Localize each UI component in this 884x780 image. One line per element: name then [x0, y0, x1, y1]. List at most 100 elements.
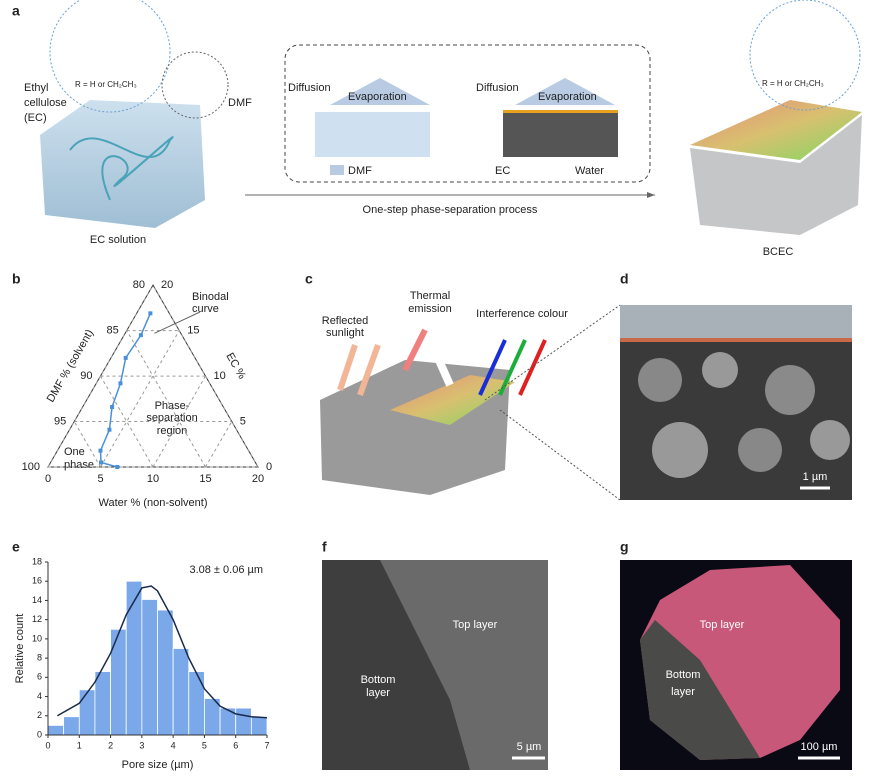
y-tick-label: 4 [37, 691, 42, 701]
label: EC solution [90, 234, 146, 246]
panel-c-art [320, 304, 621, 501]
bar [110, 628, 127, 736]
y-tick-label: 2 [37, 710, 42, 720]
label: Ethyl [24, 82, 48, 94]
label: Evaporation [348, 91, 407, 103]
label: BCEC [763, 246, 794, 258]
y-tick-label: 10 [32, 633, 42, 643]
panel-f-image [322, 560, 548, 770]
y-tick-label: 8 [37, 652, 42, 662]
panel-label: c [305, 271, 313, 287]
panel-label: g [620, 539, 629, 555]
tick-label: 0 [45, 473, 51, 485]
data-point [99, 460, 104, 465]
bar [235, 707, 252, 736]
axis-title: Pore size (µm) [122, 759, 194, 771]
label: Evaporation [538, 91, 597, 103]
data-point [107, 427, 112, 432]
tick-label: 85 [107, 325, 119, 337]
tick-label: 5 [240, 415, 246, 427]
x-tick-label: 3 [139, 740, 144, 750]
scale-label: 1 µm [803, 471, 828, 483]
label: DMF [228, 97, 252, 109]
y-tick-label: 16 [32, 576, 42, 586]
data-point [110, 404, 115, 409]
tick-label: 15 [199, 473, 211, 485]
bar [78, 689, 96, 736]
label: Interference colour [476, 308, 568, 320]
grid-line [100, 330, 180, 468]
scale-label: 5 µm [517, 741, 542, 753]
panel-a-art [40, 0, 862, 235]
label: Reflected [322, 315, 368, 327]
panel-label: d [620, 271, 629, 287]
annotation: curve [192, 303, 219, 315]
label: Bottom [666, 669, 701, 681]
y-tick-label: 14 [32, 595, 42, 605]
axis-title: DMF % (solvent) [45, 328, 96, 405]
label: layer [366, 687, 390, 699]
bar [172, 648, 190, 736]
bar [188, 671, 205, 736]
grid-line [73, 421, 101, 468]
tick-label: 20 [252, 473, 264, 485]
label: Top layer [453, 619, 498, 631]
x-tick-label: 1 [77, 740, 82, 750]
x-tick-label: 0 [45, 740, 50, 750]
label: R = H or CH₂CH₃ [75, 80, 137, 89]
label: (EC) [24, 112, 47, 124]
label: layer [671, 686, 695, 698]
panel-label: f [322, 539, 327, 555]
tick-label: 5 [97, 473, 103, 485]
x-tick-label: 2 [108, 740, 113, 750]
panel-d-image [620, 305, 852, 500]
label: Top layer [700, 619, 745, 631]
label: R = H or CH₂CH₃ [762, 79, 824, 88]
annotation: region [157, 425, 188, 437]
label: Thermal [410, 290, 450, 302]
data-point [115, 465, 120, 469]
label: cellulose [24, 97, 67, 109]
data-point [98, 448, 103, 453]
x-tick-label: 6 [233, 740, 238, 750]
legend-label: DMF [348, 165, 372, 177]
tick-label: 80 [133, 279, 145, 291]
label: Bottom [361, 674, 396, 686]
bar [125, 580, 143, 736]
tick-label: 95 [54, 415, 66, 427]
annotation: One [64, 446, 85, 458]
bar [141, 599, 158, 736]
tick-label: 15 [187, 325, 199, 337]
data-point [123, 355, 128, 360]
y-tick-label: 6 [37, 672, 42, 682]
annotation-arrow [154, 311, 201, 334]
bar [157, 609, 174, 736]
fit-curve [57, 585, 268, 719]
panel-g-image [620, 560, 852, 770]
legend-label: EC [495, 165, 510, 177]
bar [63, 716, 80, 736]
x-tick-label: 7 [264, 740, 269, 750]
panel-label: b [12, 271, 21, 287]
y-tick-label: 0 [37, 729, 42, 739]
legend-label: Water [575, 165, 604, 177]
tick-label: 90 [80, 370, 92, 382]
panel-label: a [12, 3, 20, 19]
grid-line [152, 284, 259, 468]
grid-line [205, 421, 233, 468]
data-point [148, 311, 153, 316]
data-point [118, 381, 123, 386]
annotation: Phase- [155, 400, 190, 412]
panel-label: e [12, 539, 20, 555]
label: sunlight [326, 327, 364, 339]
label: Diffusion [288, 82, 331, 94]
annotation: separation [146, 412, 197, 424]
y-tick-label: 18 [32, 556, 42, 566]
grid-line [126, 330, 206, 468]
axis-title: Relative count [14, 614, 26, 684]
annotation: 3.08 ± 0.06 µm [189, 564, 263, 576]
bar [47, 724, 65, 736]
annotation: phase [64, 459, 94, 471]
scale-label: 100 µm [801, 741, 838, 753]
